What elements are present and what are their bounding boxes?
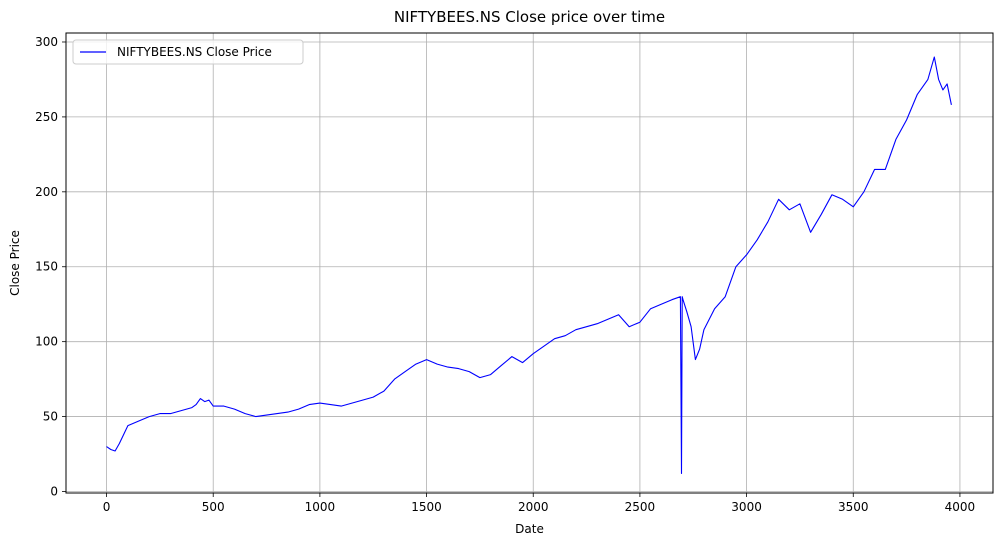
x-tick-label: 2500 bbox=[625, 500, 656, 514]
y-tick-label: 50 bbox=[43, 410, 58, 424]
series-line bbox=[106, 56, 952, 475]
x-tick-label: 3500 bbox=[838, 500, 869, 514]
y-tick-label: 100 bbox=[35, 335, 58, 349]
x-axis-label: Date bbox=[515, 522, 544, 536]
legend: NIFTYBEES.NS Close Price bbox=[72, 39, 304, 65]
legend-box bbox=[72, 39, 304, 65]
y-axis-label: Close Price bbox=[8, 230, 22, 296]
legend-label: NIFTYBEES.NS Close Price bbox=[117, 45, 272, 59]
y-tick-label: 300 bbox=[35, 35, 58, 49]
tick-layer: 0 500 1000 1500 2000 2500 3000 3500 4000 0 50 100 15… bbox=[35, 35, 975, 514]
x-tick-label: 2000 bbox=[518, 500, 549, 514]
y-tick-label: 150 bbox=[35, 260, 58, 274]
x-tick-label: 3000 bbox=[731, 500, 762, 514]
x-tick-label: 500 bbox=[202, 500, 225, 514]
x-tick-label: 1500 bbox=[411, 500, 442, 514]
x-tick-label: 0 bbox=[103, 500, 111, 514]
x-tick-label: 1000 bbox=[305, 500, 336, 514]
y-tick-label: 250 bbox=[35, 110, 58, 124]
series-layer bbox=[106, 56, 952, 475]
y-tick-label: 0 bbox=[50, 485, 58, 499]
grid-layer bbox=[66, 33, 993, 493]
y-tick-label: 200 bbox=[35, 185, 58, 199]
plot-frame bbox=[65, 32, 994, 494]
chart-title: NIFTYBEES.NS Close price over time bbox=[394, 8, 665, 26]
x-tick-label: 4000 bbox=[945, 500, 976, 514]
